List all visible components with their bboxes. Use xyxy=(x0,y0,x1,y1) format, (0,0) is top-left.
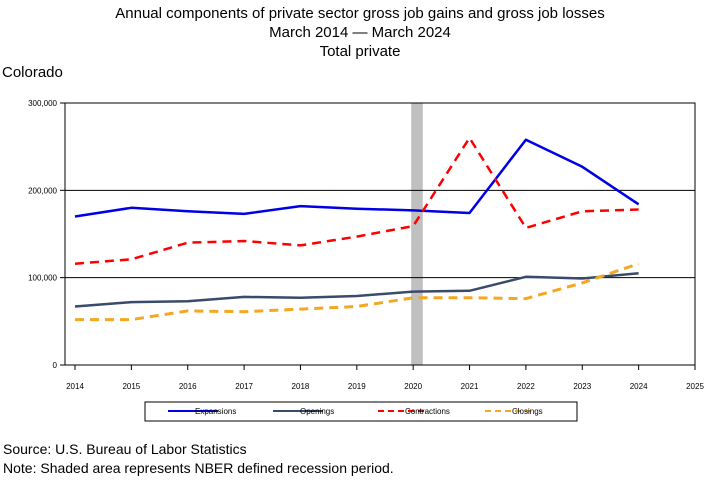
x-tick-label: 2016 xyxy=(179,382,197,391)
series-line-openings xyxy=(74,272,639,308)
x-tick-label: 2025 xyxy=(686,382,704,391)
x-tick-label: 2015 xyxy=(122,382,140,391)
chart-title: Annual components of private sector gros… xyxy=(115,5,605,22)
legend-label-contractions: Contractions xyxy=(405,407,450,416)
y-tick-label: 100,000 xyxy=(28,274,57,283)
y-tick-label: 300,000 xyxy=(28,99,57,108)
x-tick-label: 2014 xyxy=(66,382,84,391)
legend-label-expansions: Expansions xyxy=(195,407,236,416)
series-line-contractions xyxy=(74,136,639,265)
y-tick-label: 200,000 xyxy=(28,186,57,195)
recession-note: Note: Shaded area represents NBER define… xyxy=(3,460,394,476)
x-tick-label: 2024 xyxy=(630,382,648,391)
x-tick-label: 2019 xyxy=(348,382,366,391)
series-line-expansions xyxy=(74,138,640,218)
x-tick-label: 2017 xyxy=(235,382,253,391)
x-tick-label: 2020 xyxy=(404,382,422,391)
region-label: Colorado xyxy=(2,64,63,81)
x-tick-label: 2021 xyxy=(461,382,479,391)
legend-label-openings: Openings xyxy=(300,407,334,416)
legend-label-closings: Closings xyxy=(512,407,543,416)
x-tick-label: 2022 xyxy=(517,382,535,391)
chart-subtitle-period: March 2014 — March 2024 xyxy=(269,24,451,41)
x-tick-label: 2018 xyxy=(292,382,310,391)
source-note: Source: U.S. Bureau of Labor Statistics xyxy=(3,441,247,457)
chart-subtitle-sector: Total private xyxy=(319,43,401,60)
series-line-closings xyxy=(75,262,640,322)
x-tick-label: 2023 xyxy=(573,382,591,391)
recession-band xyxy=(411,103,423,365)
legend-box xyxy=(144,401,578,422)
plot-area-frame xyxy=(64,102,696,366)
y-tick-label: 0 xyxy=(53,361,58,370)
